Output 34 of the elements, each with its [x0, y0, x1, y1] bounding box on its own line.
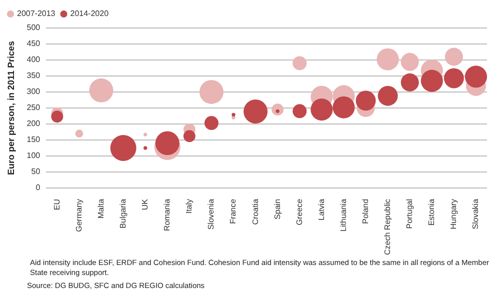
x-tick-label: Czech Republic [383, 198, 392, 256]
legend-label: 2014-2020 [70, 9, 110, 18]
x-tick-label: Latvia [316, 198, 326, 220]
x-tick-label: Greece [294, 198, 304, 226]
x-tick-label: Portugal [405, 198, 414, 229]
x-tick-label: Croatia [250, 198, 260, 225]
x-tick-label: UK [140, 198, 150, 210]
y-axis-title: Euro per person, in 2011 Prices [6, 40, 16, 176]
x-tick-label: Bulgaria [118, 198, 128, 228]
y-tick-label: 50 [31, 167, 41, 176]
x-tick-label: Lithuania [338, 198, 348, 232]
y-tick-label: 400 [26, 55, 41, 64]
x-tick-label: Malta [96, 198, 106, 219]
y-tick-label: 500 [26, 23, 41, 32]
x-tick-label: Italy [184, 198, 194, 214]
y-tick-label: 250 [26, 103, 41, 112]
y-tick-label: 150 [26, 135, 41, 144]
x-tick-label: Poland [360, 198, 370, 224]
x-tick-label: Hungary [449, 198, 458, 230]
y-tick-label: 300 [26, 87, 41, 96]
x-tick-label: France [228, 198, 238, 224]
y-tick-label: 350 [26, 71, 41, 80]
legend-label: 2007-2013 [17, 9, 56, 18]
x-tick-label: Romania [162, 198, 172, 231]
x-tick-label: Slovakia [471, 198, 480, 230]
x-tick-label: Slovenia [206, 198, 216, 230]
y-tick-label: 0 [36, 183, 41, 192]
y-tick-label: 200 [26, 119, 41, 128]
x-tick-label: Estonia [427, 198, 436, 226]
y-tick-label: 450 [26, 39, 41, 48]
x-tick-label: Germany [74, 198, 84, 232]
x-tick-label: Spain [272, 198, 282, 220]
y-tick-label: 100 [26, 151, 41, 160]
x-tick-label: EU [52, 198, 62, 210]
